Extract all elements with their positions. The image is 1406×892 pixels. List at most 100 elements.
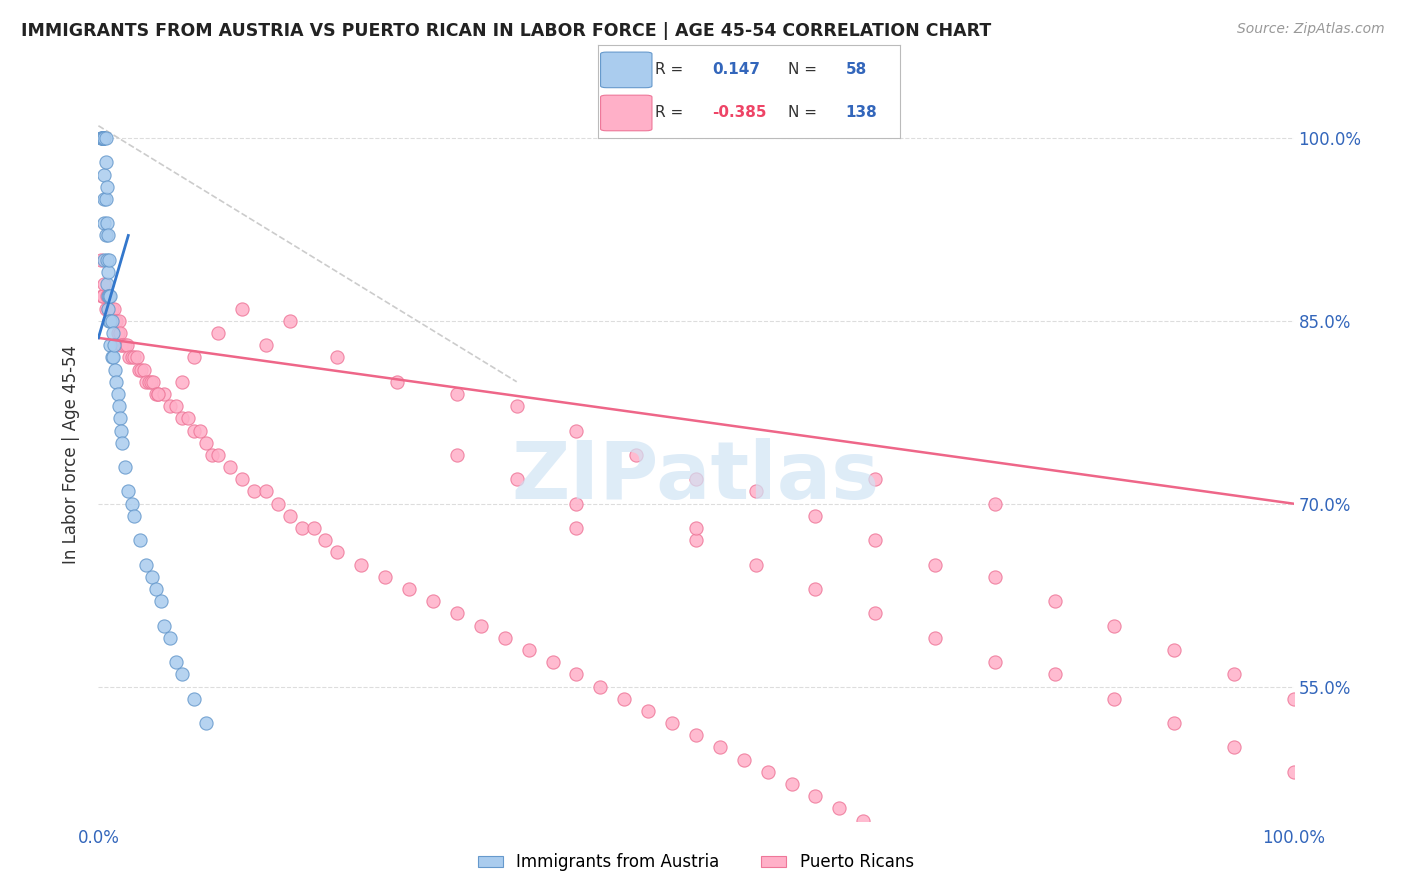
- Point: [254, 484, 277, 499]
- Point: [900, 838, 922, 852]
- Point: [107, 314, 129, 328]
- Point: [745, 484, 768, 499]
- Point: [91, 131, 114, 145]
- Point: [709, 740, 731, 755]
- Point: [183, 691, 205, 706]
- Point: [1163, 643, 1185, 657]
- Point: [90, 131, 112, 145]
- Point: [565, 667, 588, 681]
- Point: [924, 631, 946, 645]
- Point: [111, 435, 134, 450]
- Point: [172, 411, 194, 425]
- Point: [804, 508, 827, 523]
- Point: [207, 448, 229, 462]
- Point: [129, 533, 152, 548]
- Point: [104, 362, 127, 376]
- Point: [804, 582, 827, 596]
- Point: [145, 387, 167, 401]
- Point: [374, 570, 396, 584]
- Point: [93, 168, 115, 182]
- Point: [865, 533, 887, 548]
- Text: -0.385: -0.385: [713, 105, 766, 120]
- Point: [98, 314, 121, 328]
- Point: [94, 192, 117, 206]
- Point: [91, 289, 114, 303]
- Point: [132, 362, 155, 376]
- Point: [103, 301, 125, 316]
- Point: [506, 472, 529, 486]
- Point: [195, 435, 218, 450]
- Point: [326, 545, 349, 559]
- Point: [114, 460, 136, 475]
- Point: [93, 192, 115, 206]
- Point: [1282, 764, 1305, 779]
- Point: [91, 131, 114, 145]
- Point: [98, 252, 121, 267]
- Point: [107, 399, 129, 413]
- Point: [149, 594, 172, 608]
- Point: [565, 497, 588, 511]
- Point: [626, 448, 648, 462]
- Point: [97, 301, 120, 316]
- Point: [90, 252, 112, 267]
- Point: [97, 228, 120, 243]
- Point: [139, 375, 162, 389]
- Point: [94, 228, 117, 243]
- Point: [1104, 691, 1126, 706]
- Point: [506, 399, 529, 413]
- Point: [565, 521, 588, 535]
- Point: [96, 179, 118, 194]
- Point: [94, 131, 117, 145]
- Text: 58: 58: [845, 62, 866, 78]
- Point: [96, 216, 118, 230]
- Point: [91, 289, 114, 303]
- Point: [637, 704, 659, 718]
- Point: [107, 387, 129, 401]
- Point: [101, 326, 124, 340]
- Legend: Immigrants from Austria, Puerto Ricans: Immigrants from Austria, Puerto Ricans: [471, 847, 921, 878]
- Point: [125, 351, 148, 365]
- Point: [98, 289, 122, 303]
- Point: [733, 753, 755, 767]
- Point: [984, 570, 1007, 584]
- Point: [972, 874, 994, 888]
- Point: [118, 351, 141, 365]
- Point: [446, 607, 468, 621]
- Point: [231, 301, 253, 316]
- Point: [128, 362, 150, 376]
- Point: [91, 131, 114, 145]
- Point: [159, 631, 181, 645]
- Point: [948, 863, 970, 877]
- Point: [278, 508, 301, 523]
- Point: [172, 375, 194, 389]
- Point: [541, 655, 564, 669]
- Point: [101, 351, 124, 365]
- Point: [924, 558, 946, 572]
- Point: [110, 338, 132, 352]
- Point: [97, 265, 120, 279]
- Point: [117, 484, 139, 499]
- Point: [685, 472, 707, 486]
- Point: [183, 351, 205, 365]
- Point: [108, 411, 131, 425]
- Point: [745, 558, 768, 572]
- Point: [121, 497, 143, 511]
- FancyBboxPatch shape: [600, 95, 652, 131]
- Point: [138, 375, 160, 389]
- Point: [141, 570, 163, 584]
- Point: [91, 131, 114, 145]
- Point: [219, 460, 242, 475]
- Point: [589, 680, 612, 694]
- Point: [108, 326, 131, 340]
- Point: [121, 351, 143, 365]
- Point: [1163, 716, 1185, 731]
- Point: [804, 789, 827, 804]
- Point: [96, 252, 118, 267]
- Point: [91, 131, 114, 145]
- Point: [98, 289, 121, 303]
- Point: [110, 424, 132, 438]
- Point: [104, 314, 127, 328]
- Point: [517, 643, 540, 657]
- Point: [995, 887, 1018, 892]
- Text: R =: R =: [655, 105, 688, 120]
